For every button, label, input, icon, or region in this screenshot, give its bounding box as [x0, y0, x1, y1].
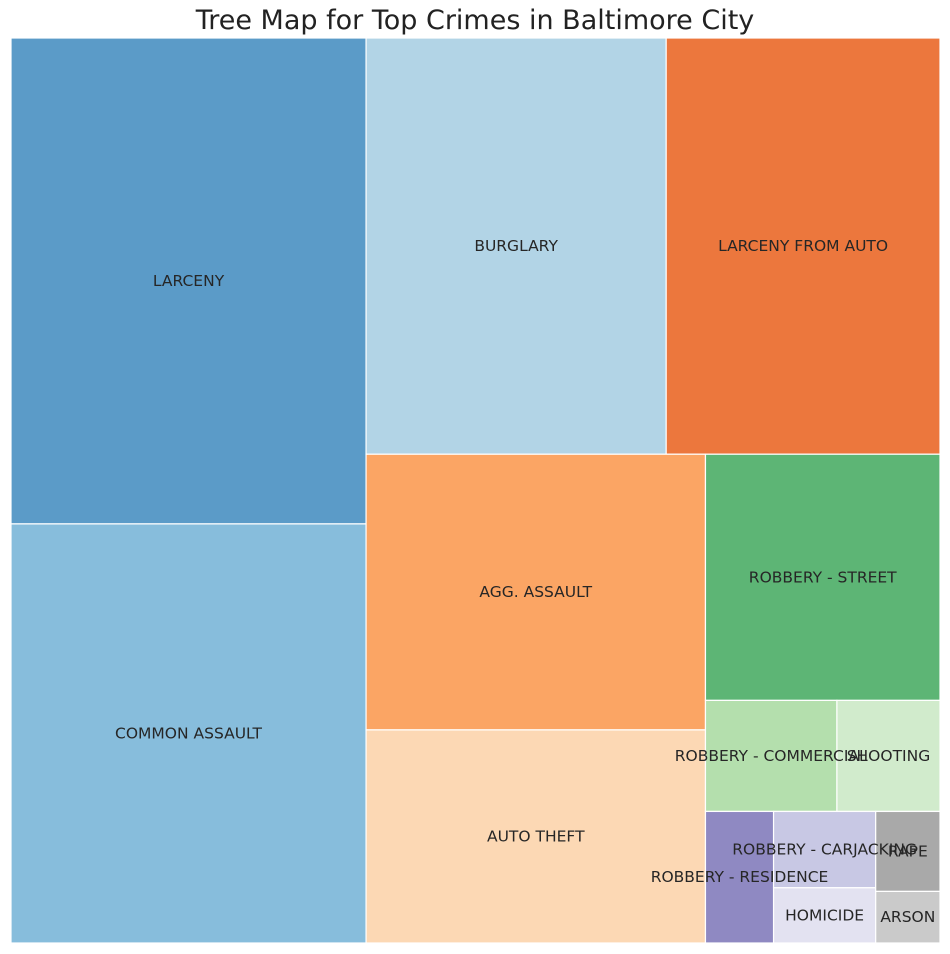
tile-label-shooting: SHOOTING	[847, 747, 931, 765]
tile-label-robbery-residence: ROBBERY - RESIDENCE	[651, 868, 829, 886]
tile-label-common-assault: COMMON ASSAULT	[115, 724, 263, 742]
tile-label-homicide: HOMICIDE	[785, 906, 864, 924]
tile-label-robbery-carjacking: ROBBERY - CARJACKING	[732, 841, 917, 859]
tile-label-larceny: LARCENY	[153, 272, 225, 290]
tile-robbery-residence	[704, 810, 775, 944]
tile-burglary	[365, 37, 667, 455]
tile-label-robbery-street: ROBBERY - STREET	[749, 568, 897, 586]
treemap-tiles	[10, 37, 941, 944]
tile-label-burglary: BURGLARY	[474, 237, 558, 255]
tile-label-larceny-from-auto: LARCENY FROM AUTO	[718, 237, 888, 255]
tile-larceny-from-auto	[665, 37, 941, 455]
chart-title: Tree Map for Top Crimes in Baltimore Cit…	[195, 5, 755, 36]
tile-label-arson: ARSON	[880, 908, 935, 926]
tile-auto-theft	[365, 729, 707, 944]
tile-larceny	[10, 37, 367, 525]
treemap-labels: LARCENY COMMON ASSAULT BURGLARY LARCENY FRO…	[115, 237, 935, 926]
tile-label-agg-assault: AGG. ASSAULT	[479, 583, 592, 601]
tile-label-auto-theft: AUTO THEFT	[487, 827, 585, 845]
tile-shooting	[836, 699, 941, 813]
tile-rape	[875, 810, 941, 893]
tile-common-assault	[10, 523, 367, 944]
tile-arson	[875, 890, 941, 944]
tile-robbery-commercial	[704, 699, 838, 813]
tile-homicide	[772, 887, 877, 944]
tile-robbery-street	[704, 453, 941, 701]
tile-label-rape: RAPE	[888, 842, 928, 860]
tile-label-robbery-commercial: ROBBERY - COMMERCIAL	[675, 747, 868, 765]
